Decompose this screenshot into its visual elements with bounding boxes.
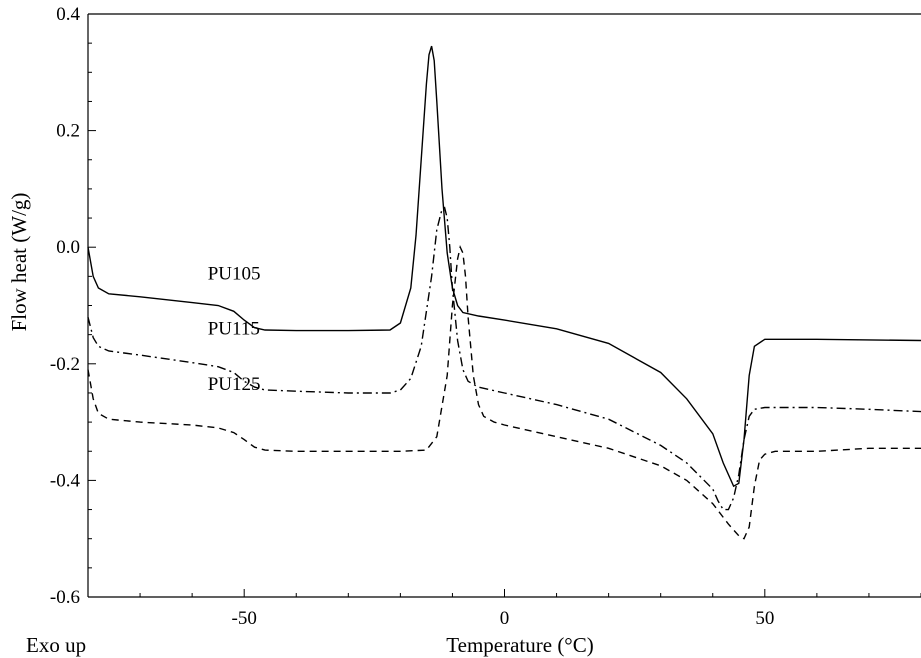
- y-tick-label: 0.0: [56, 237, 80, 258]
- x-axis-ticks: -50 0 50: [87, 589, 921, 629]
- x-tick-label: 50: [755, 608, 774, 629]
- y-axis-title: Flow heat (W/g): [7, 193, 31, 332]
- y-tick-label: -0.4: [50, 470, 81, 491]
- y-tick-label: 0.4: [56, 4, 80, 25]
- series-label-pu105: PU105: [208, 263, 261, 284]
- series-label-pu125: PU125: [208, 374, 261, 395]
- exo-up-note: Exo up: [26, 633, 86, 657]
- series-line-pu115: [87, 206, 921, 511]
- series-line-pu105: [87, 45, 921, 488]
- y-tick-label: 0.2: [56, 121, 80, 142]
- x-axis-title: Temperature (°C): [446, 633, 593, 657]
- y-tick-label: -0.6: [50, 587, 80, 608]
- y-tick-label: -0.2: [50, 354, 80, 375]
- series-line-pu125: [87, 245, 921, 540]
- x-tick-label: -50: [232, 608, 257, 629]
- y-axis-ticks: -0.6 -0.4 -0.2 0.0 0.2 0.4: [50, 4, 96, 608]
- series-labels: PU105 PU115 PU125: [208, 263, 261, 395]
- x-tick-label: 0: [500, 608, 510, 629]
- series-label-pu115: PU115: [208, 319, 260, 340]
- series-curves: [87, 45, 921, 540]
